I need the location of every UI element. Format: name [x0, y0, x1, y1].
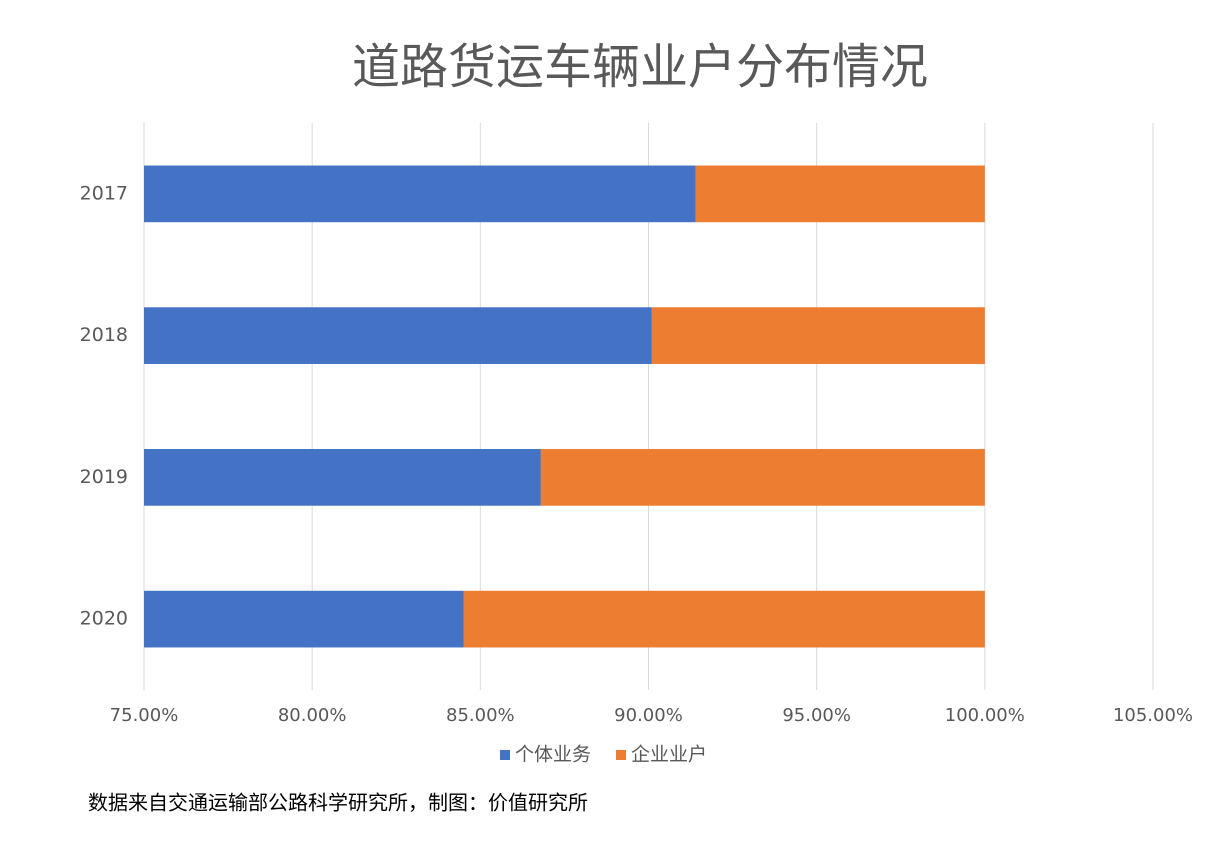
bar-segment [463, 590, 985, 648]
bar-segment [144, 165, 696, 223]
bar-segment [144, 449, 541, 506]
x-tick-label: 95.00% [782, 705, 851, 726]
legend-swatch [500, 750, 510, 760]
x-tick-label: 80.00% [278, 705, 347, 726]
y-tick-label: 2020 [80, 608, 128, 630]
x-tick-label: 75.00% [110, 705, 179, 726]
x-tick-label: 85.00% [446, 705, 515, 726]
x-tick-label: 90.00% [614, 705, 683, 726]
chart-title: 道路货运车辆业户分布情况 [352, 39, 928, 95]
bar-segment [144, 307, 652, 364]
bar-segment [144, 590, 464, 648]
x-tick-label: 105.00% [1113, 705, 1193, 726]
bar-segment [651, 307, 985, 364]
bar-segment [540, 449, 985, 506]
legend-swatch [616, 750, 627, 760]
x-tick-label: 100.00% [945, 705, 1025, 726]
source-note: 数据来自交通运输部公路科学研究所，制图：价值研究所 [88, 791, 588, 815]
bar-segment [695, 165, 985, 223]
legend-label: 企业业户 [631, 744, 707, 766]
y-tick-label: 2018 [80, 324, 128, 346]
y-tick-label: 2019 [80, 466, 128, 488]
legend-label: 个体业务 [515, 744, 591, 766]
y-tick-label: 2017 [80, 182, 128, 204]
